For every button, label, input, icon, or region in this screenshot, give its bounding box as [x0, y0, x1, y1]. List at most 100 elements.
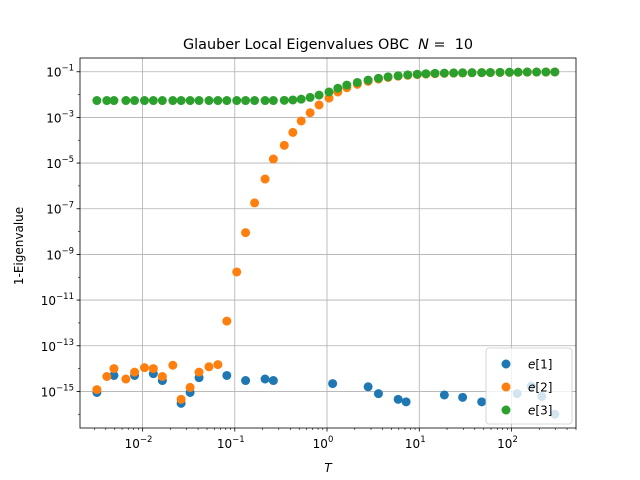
- y-axis-label: 1-Eigenvalue: [12, 207, 26, 285]
- data-point-e1: [241, 376, 251, 386]
- data-point-e1: [439, 390, 449, 400]
- data-point-e2: [168, 360, 178, 370]
- y-tick-label: 10−1: [46, 64, 74, 80]
- data-point-e2: [176, 394, 186, 404]
- x-tick-label: 101: [405, 435, 426, 451]
- data-point-e3: [373, 73, 383, 83]
- data-point-e3: [485, 67, 495, 77]
- legend-marker: [501, 382, 511, 392]
- data-point-e2: [268, 154, 278, 164]
- data-point-e3: [92, 96, 102, 106]
- data-point-e2: [241, 228, 251, 238]
- data-point-e3: [232, 96, 242, 106]
- data-point-e2: [130, 367, 140, 377]
- legend-label: e[3]: [528, 404, 552, 418]
- data-point-e3: [522, 67, 532, 77]
- data-point-e3: [513, 67, 523, 77]
- data-point-e2: [250, 198, 260, 208]
- data-point-e3: [393, 71, 403, 81]
- chart-title: Glauber Local Eigenvalues OBC N = 10: [183, 37, 473, 53]
- data-point-e3: [477, 68, 487, 78]
- legend-label: e[1]: [528, 358, 552, 372]
- legend-marker: [501, 359, 511, 369]
- data-point-e3: [260, 96, 270, 106]
- y-tick-label: 10−7: [46, 201, 74, 217]
- data-point-e3: [412, 69, 422, 79]
- data-point-e3: [403, 70, 413, 80]
- data-point-e3: [102, 96, 112, 106]
- data-point-e3: [342, 80, 352, 90]
- data-point-e2: [314, 100, 324, 110]
- data-point-e3: [139, 96, 149, 106]
- series-3: [92, 67, 560, 106]
- data-point-e3: [279, 95, 289, 105]
- data-point-e1: [260, 374, 270, 384]
- y-tick-label: 10−5: [46, 155, 74, 171]
- data-point-e2: [139, 363, 149, 373]
- data-point-e3: [495, 67, 505, 77]
- x-tick-label: 102: [497, 435, 518, 451]
- data-point-e3: [532, 67, 542, 77]
- y-tick-label: 10−3: [46, 109, 74, 125]
- y-tick-label: 10−11: [41, 292, 74, 308]
- data-point-e3: [333, 83, 343, 93]
- data-point-e2: [148, 364, 158, 374]
- data-point-e3: [296, 94, 306, 104]
- data-point-e2: [109, 364, 119, 374]
- legend-marker: [501, 405, 511, 415]
- data-point-e1: [328, 379, 338, 389]
- data-point-e3: [176, 96, 186, 106]
- data-point-e3: [109, 96, 119, 106]
- x-tick-label: 10−2: [125, 435, 153, 451]
- data-point-e3: [421, 69, 431, 79]
- data-point-e3: [213, 96, 223, 106]
- data-point-e3: [449, 68, 459, 78]
- data-point-e3: [268, 96, 278, 106]
- data-point-e1: [222, 370, 232, 380]
- x-tick-label: 100: [313, 435, 334, 451]
- data-point-e1: [363, 382, 373, 392]
- data-point-e3: [204, 96, 214, 106]
- data-point-e2: [305, 108, 315, 118]
- data-point-e2: [204, 362, 214, 372]
- data-point-e3: [222, 96, 232, 106]
- data-point-e1: [373, 389, 383, 399]
- data-point-e3: [185, 96, 195, 106]
- data-point-e3: [121, 96, 131, 106]
- data-point-e3: [288, 95, 298, 105]
- data-point-e3: [305, 92, 315, 102]
- data-point-e3: [130, 96, 140, 106]
- data-point-e3: [550, 67, 560, 77]
- data-point-e3: [194, 96, 204, 106]
- data-point-e2: [213, 360, 223, 370]
- data-point-e2: [296, 116, 306, 126]
- data-point-e2: [194, 367, 204, 377]
- data-point-e3: [168, 96, 178, 106]
- data-point-e3: [324, 87, 334, 97]
- data-point-e1: [268, 376, 278, 386]
- data-point-e3: [157, 96, 167, 106]
- y-tick-label: 10−9: [46, 246, 74, 262]
- data-point-e3: [504, 67, 514, 77]
- y-tick-label: 10−13: [41, 338, 74, 354]
- data-point-e2: [232, 267, 242, 277]
- data-point-e3: [363, 75, 373, 85]
- data-point-e3: [439, 68, 449, 78]
- data-point-e2: [288, 127, 298, 137]
- data-point-e2: [102, 372, 112, 382]
- data-point-e3: [352, 77, 362, 87]
- data-point-e2: [185, 382, 195, 392]
- plot-frame: [79, 57, 577, 429]
- x-tick-label: 10−1: [217, 435, 245, 451]
- data-point-e1: [477, 397, 487, 407]
- data-point-e3: [241, 96, 251, 106]
- data-point-e2: [92, 385, 102, 395]
- data-point-e1: [109, 370, 119, 380]
- data-point-e3: [148, 96, 158, 106]
- data-point-e2: [157, 372, 167, 382]
- grid: [80, 58, 576, 428]
- data-point-e3: [541, 67, 551, 77]
- data-point-e1: [393, 394, 403, 404]
- axes-frame: [79, 57, 577, 429]
